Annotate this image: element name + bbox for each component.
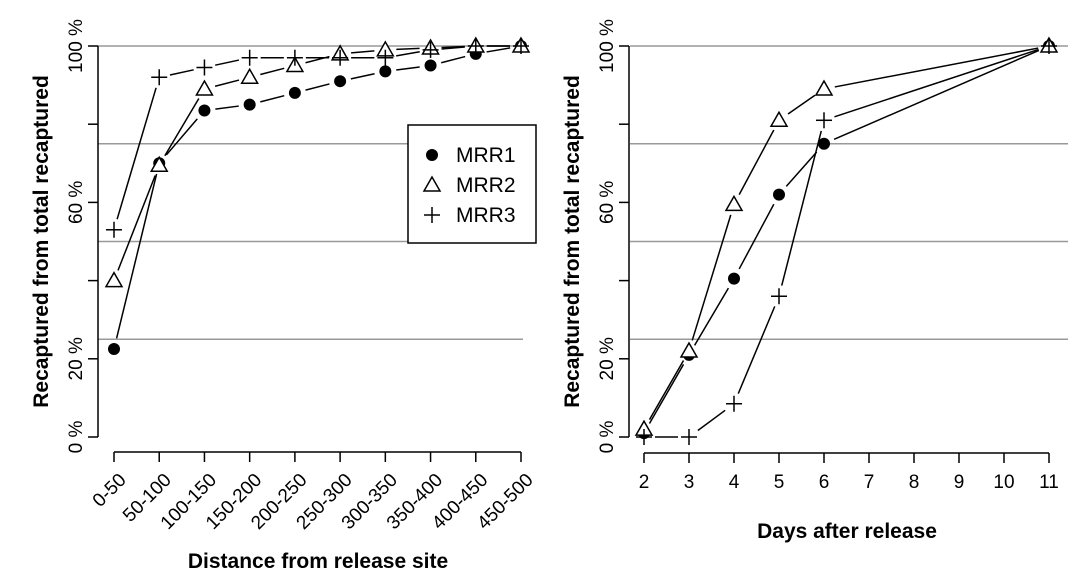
legend-mrr2-label: MRR2 bbox=[456, 174, 516, 197]
chart0-mrr3-point bbox=[513, 38, 529, 54]
chart0-mrr1-point bbox=[198, 104, 211, 117]
chart1-x-tick-label: 4 bbox=[729, 472, 740, 493]
chart1-y-tick-label: 20 % bbox=[597, 337, 618, 380]
chart1-x-tick-label: 3 bbox=[684, 472, 695, 493]
series-0-2-segment bbox=[441, 46, 465, 50]
chart0-mrr1-point bbox=[424, 59, 437, 72]
series-0-2-segment bbox=[116, 87, 157, 220]
chart0-y-axis-label: Recaptured from total recaptured bbox=[30, 75, 53, 408]
chart0-mrr3-point bbox=[332, 49, 349, 66]
chart0-mrr1-point bbox=[334, 75, 347, 88]
chart1-mrr3-point bbox=[816, 112, 832, 129]
chart1-mrr2-point bbox=[814, 79, 834, 96]
series-0-1-segment bbox=[351, 50, 375, 54]
chart1-y-tick-label: 100 % bbox=[597, 19, 618, 73]
chart1-mrr3-point bbox=[681, 429, 697, 445]
series-0-2-segment bbox=[169, 69, 194, 76]
chart1-mrr2-point bbox=[679, 341, 699, 358]
chart1-mrr2-point bbox=[769, 110, 789, 128]
chart0-mrr1-point bbox=[243, 98, 256, 111]
series-1-1-segment bbox=[648, 360, 685, 421]
chart1-mrr1-point bbox=[818, 137, 830, 150]
chart0-y-tick-label: 0 % bbox=[66, 421, 87, 454]
chart0-y-tick-label: 20 % bbox=[66, 337, 87, 380]
chart0-mrr2-point bbox=[104, 271, 124, 288]
series-0-0-segment bbox=[350, 73, 375, 80]
series-1-2-segment bbox=[697, 409, 726, 432]
series-1-0-segment bbox=[693, 287, 730, 346]
series-1-1-segment bbox=[787, 94, 816, 115]
chart1-x-tick-label: 9 bbox=[954, 472, 965, 493]
chart1-mrr1-point bbox=[728, 272, 740, 285]
chart0-mrr2-point bbox=[195, 79, 214, 96]
chart0-mrr3-point bbox=[377, 49, 394, 66]
series-0-1-segment bbox=[164, 98, 200, 157]
chart0-mrr3-point bbox=[106, 221, 122, 238]
series-0-0-segment bbox=[486, 47, 511, 53]
chart0-mrr3-point bbox=[151, 69, 168, 86]
series-1-2-segment bbox=[834, 48, 1039, 118]
legend-mrr1-marker bbox=[426, 149, 438, 161]
chart0-mrr3-point bbox=[241, 49, 258, 66]
chart0-mrr2-point bbox=[240, 67, 259, 85]
chart1-mrr3-point bbox=[1041, 38, 1057, 54]
series-0-2-segment bbox=[215, 59, 240, 66]
series-0-0-segment bbox=[115, 173, 158, 339]
legend-mrr3-label: MRR3 bbox=[456, 204, 516, 227]
chart0-mrr3-point bbox=[196, 59, 213, 76]
chart1-x-tick-label: 2 bbox=[639, 472, 650, 493]
chart1-mrr3-point bbox=[636, 429, 652, 445]
legend-mrr2-marker bbox=[422, 175, 442, 192]
series-0-0-segment bbox=[396, 66, 420, 71]
series-0-1-segment bbox=[214, 79, 240, 87]
series-1-1-segment bbox=[691, 214, 732, 341]
chart0-mrr1-point bbox=[108, 343, 120, 356]
chart1-x-axis-label: Days after release bbox=[757, 520, 937, 543]
chart0-mrr3-point bbox=[467, 38, 484, 54]
series-1-0-segment bbox=[648, 364, 685, 424]
chart1-mrr3-point bbox=[726, 395, 742, 412]
chart1-y-tick-label: 60 % bbox=[597, 181, 618, 224]
chart1-x-tick-label: 10 bbox=[993, 472, 1014, 493]
series-1-1-segment bbox=[834, 47, 1039, 88]
series-0-0-segment bbox=[260, 94, 285, 103]
chart1-y-tick-label: 0 % bbox=[597, 421, 618, 454]
chart1-x-tick-label: 11 bbox=[1039, 472, 1059, 493]
series-1-2-segment bbox=[780, 130, 823, 286]
series-0-0-segment bbox=[165, 118, 198, 156]
series-0-1-segment bbox=[260, 67, 285, 76]
chart0-mrr1-point bbox=[379, 65, 392, 78]
chart1-mrr3-point bbox=[771, 288, 787, 305]
series-0-2-segment bbox=[396, 51, 420, 57]
chart1-y-axis-label: Recaptured from total recaptured bbox=[561, 75, 584, 408]
series-1-0-segment bbox=[833, 49, 1040, 141]
chart1-mrr1-point bbox=[773, 188, 785, 201]
chart0-x-axis-label: Distance from release site bbox=[188, 550, 448, 570]
series-1-1-segment bbox=[738, 129, 775, 196]
chart1-x-tick-label: 6 bbox=[819, 472, 830, 493]
chart0-mrr3-point bbox=[286, 49, 303, 66]
chart0-mrr3-point bbox=[422, 41, 439, 58]
chart0-y-tick-label: 60 % bbox=[66, 181, 87, 224]
chart1-x-tick-label: 7 bbox=[864, 472, 875, 493]
chart0-y-tick-label: 100 % bbox=[66, 19, 87, 73]
chart1-x-tick-label: 5 bbox=[774, 472, 785, 493]
chart0-mrr1-point bbox=[288, 86, 301, 99]
chart1-mrr2-point bbox=[724, 194, 744, 212]
series-0-1-segment bbox=[396, 47, 420, 51]
series-0-0-segment bbox=[441, 55, 466, 64]
series-0-0-segment bbox=[305, 83, 330, 91]
series-0-1-segment bbox=[117, 175, 156, 271]
chart0-mrr2-point bbox=[149, 155, 169, 173]
chart1-x-tick-label: 8 bbox=[909, 472, 920, 493]
series-1-0-segment bbox=[738, 203, 775, 270]
legend-mrr1-label: MRR1 bbox=[456, 144, 516, 167]
series-1-0-segment bbox=[785, 151, 818, 187]
series-0-0-segment bbox=[215, 105, 239, 110]
series-1-2-segment bbox=[737, 306, 776, 394]
legend-mrr3-marker bbox=[424, 207, 440, 223]
